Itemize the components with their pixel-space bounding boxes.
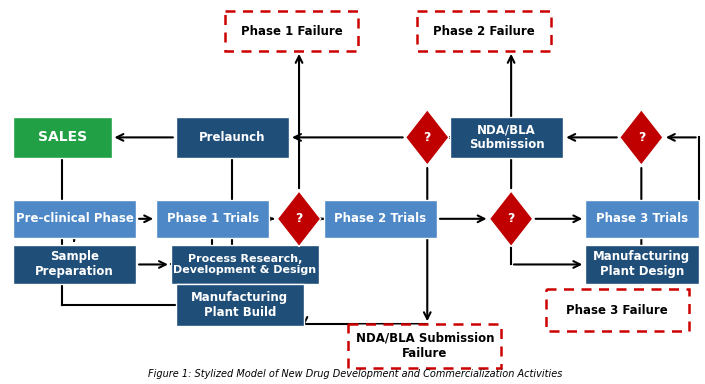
FancyBboxPatch shape (171, 245, 319, 284)
Text: Manufacturing
Plant Design: Manufacturing Plant Design (594, 250, 690, 278)
FancyBboxPatch shape (13, 117, 111, 158)
FancyBboxPatch shape (585, 200, 699, 238)
FancyBboxPatch shape (450, 117, 563, 158)
Text: Pre-clinical Phase: Pre-clinical Phase (16, 212, 133, 225)
Polygon shape (489, 191, 533, 247)
Text: Prelaunch: Prelaunch (200, 131, 266, 144)
Text: ?: ? (424, 131, 431, 144)
Text: Sample
Preparation: Sample Preparation (35, 250, 114, 278)
Text: Phase 1 Failure: Phase 1 Failure (240, 25, 343, 38)
FancyBboxPatch shape (225, 11, 358, 51)
Text: Phase 2 Trials: Phase 2 Trials (334, 212, 427, 225)
Text: Phase 1 Trials: Phase 1 Trials (166, 212, 259, 225)
FancyBboxPatch shape (176, 284, 304, 326)
Text: Manufacturing
Plant Build: Manufacturing Plant Build (191, 291, 288, 319)
Polygon shape (620, 109, 663, 165)
FancyBboxPatch shape (585, 245, 699, 284)
FancyBboxPatch shape (13, 200, 136, 238)
Text: Phase 3 Trials: Phase 3 Trials (596, 212, 688, 225)
Polygon shape (405, 109, 449, 165)
Text: NDA/BLA Submission
Failure: NDA/BLA Submission Failure (355, 332, 494, 360)
Text: ?: ? (637, 131, 645, 144)
FancyBboxPatch shape (417, 11, 551, 51)
FancyBboxPatch shape (546, 289, 689, 331)
Text: Process Research,
Development & Design: Process Research, Development & Design (173, 254, 317, 275)
Text: Phase 3 Failure: Phase 3 Failure (566, 304, 668, 317)
Text: SALES: SALES (37, 131, 87, 144)
FancyBboxPatch shape (156, 200, 269, 238)
Text: ?: ? (295, 212, 302, 225)
FancyBboxPatch shape (13, 245, 136, 284)
Text: Phase 2 Failure: Phase 2 Failure (433, 25, 535, 38)
Text: Figure 1: Stylized Model of New Drug Development and Commercialization Activitie: Figure 1: Stylized Model of New Drug Dev… (148, 369, 563, 379)
FancyBboxPatch shape (324, 200, 437, 238)
FancyBboxPatch shape (176, 117, 289, 158)
Polygon shape (277, 191, 321, 247)
FancyBboxPatch shape (348, 324, 501, 368)
Text: ?: ? (508, 212, 515, 225)
Text: NDA/BLA
Submission: NDA/BLA Submission (469, 123, 544, 151)
